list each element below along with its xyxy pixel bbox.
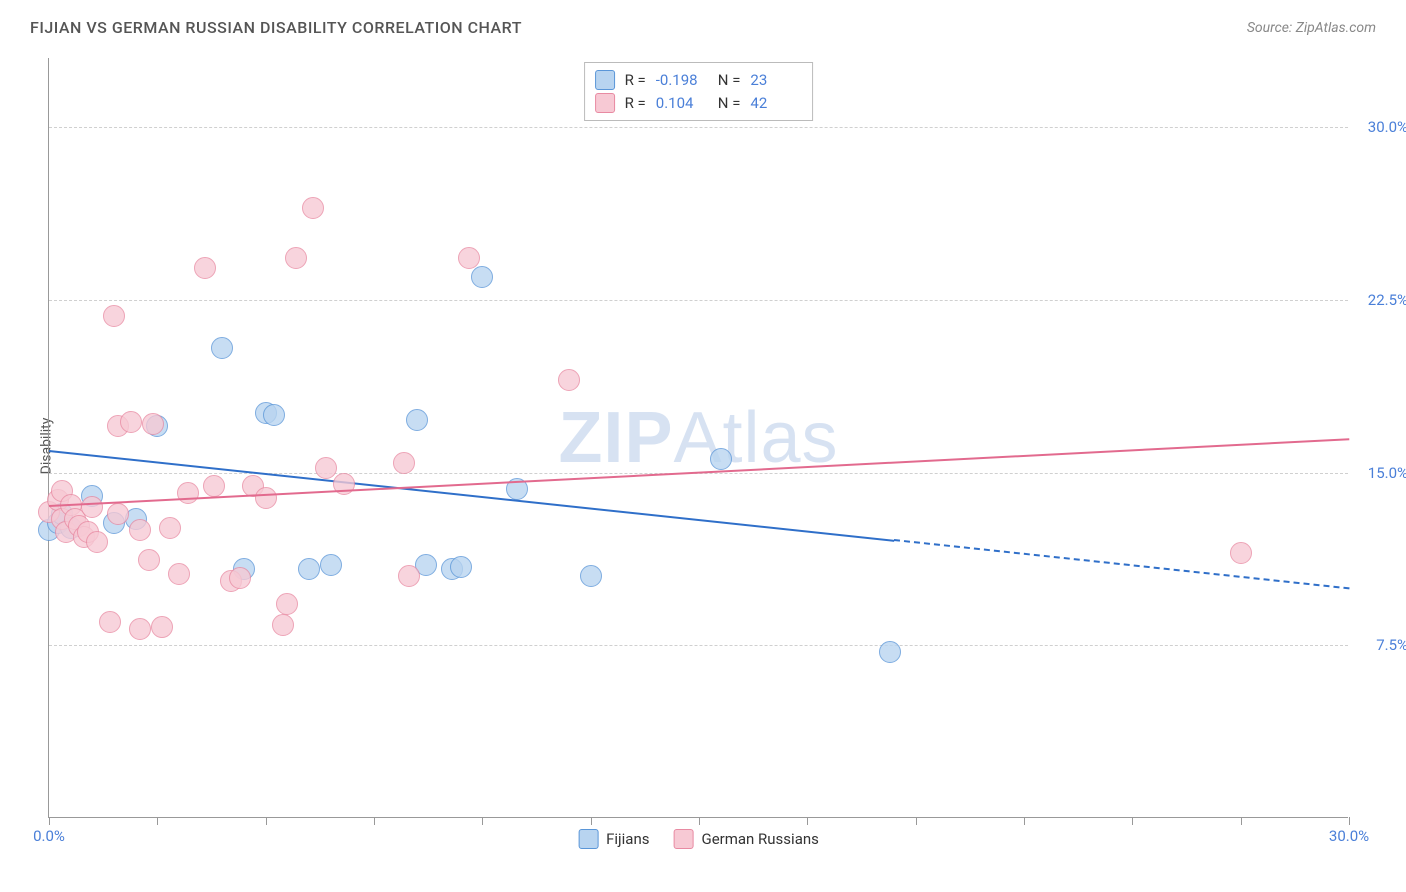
data-point bbox=[393, 452, 415, 474]
legend-label: Fijians bbox=[606, 830, 649, 848]
data-point bbox=[168, 563, 190, 585]
data-point bbox=[285, 247, 307, 269]
data-point bbox=[129, 519, 151, 541]
data-point bbox=[177, 482, 199, 504]
xtick bbox=[591, 817, 592, 825]
data-point bbox=[211, 337, 233, 359]
data-point bbox=[107, 503, 129, 525]
data-point bbox=[272, 614, 294, 636]
stat-r-label: R = bbox=[625, 92, 646, 115]
legend-swatch bbox=[673, 829, 693, 849]
ytick-label: 22.5% bbox=[1368, 291, 1406, 309]
legend-swatch bbox=[578, 829, 598, 849]
legend-label: German Russians bbox=[701, 830, 818, 848]
data-point bbox=[450, 556, 472, 578]
data-point bbox=[879, 641, 901, 663]
bottom-legend: Fijians German Russians bbox=[578, 829, 819, 849]
stat-n-value: 23 bbox=[750, 69, 802, 92]
trend-line-extrapolated bbox=[894, 539, 1349, 589]
ytick-label: 15.0% bbox=[1368, 464, 1406, 482]
xtick bbox=[266, 817, 267, 825]
data-point bbox=[203, 475, 225, 497]
xtick bbox=[374, 817, 375, 825]
data-point bbox=[558, 369, 580, 391]
stat-r-value: 0.104 bbox=[656, 92, 708, 115]
gridline bbox=[49, 645, 1348, 646]
data-point bbox=[710, 448, 732, 470]
ytick-label: 30.0% bbox=[1368, 118, 1406, 136]
data-point bbox=[159, 517, 181, 539]
legend-stats-box: R = -0.198 N = 23 R = 0.104 N = 42 bbox=[584, 62, 814, 121]
data-point bbox=[302, 197, 324, 219]
data-point bbox=[458, 247, 480, 269]
stat-n-value: 42 bbox=[750, 92, 802, 115]
data-point bbox=[320, 554, 342, 576]
xtick bbox=[482, 817, 483, 825]
xtick bbox=[1349, 817, 1350, 825]
data-point bbox=[142, 413, 164, 435]
legend-swatch bbox=[595, 70, 615, 90]
data-point bbox=[229, 567, 251, 589]
legend-item: Fijians bbox=[578, 829, 649, 849]
stat-n-label: N = bbox=[718, 69, 741, 92]
chart-title: FIJIAN VS GERMAN RUSSIAN DISABILITY CORR… bbox=[30, 18, 522, 37]
data-point bbox=[103, 305, 125, 327]
source-credit: Source: ZipAtlas.com bbox=[1247, 20, 1376, 36]
data-point bbox=[298, 558, 320, 580]
stat-r-value: -0.198 bbox=[656, 69, 708, 92]
data-point bbox=[471, 266, 493, 288]
legend-stats-row: R = -0.198 N = 23 bbox=[595, 69, 803, 92]
data-point bbox=[194, 257, 216, 279]
gridline bbox=[49, 127, 1348, 128]
data-point bbox=[276, 593, 298, 615]
xtick-label: 30.0% bbox=[1329, 827, 1369, 845]
stat-r-label: R = bbox=[625, 69, 646, 92]
data-point bbox=[81, 496, 103, 518]
data-point bbox=[99, 611, 121, 633]
data-point bbox=[255, 487, 277, 509]
gridline bbox=[49, 300, 1348, 301]
data-point bbox=[315, 457, 337, 479]
data-point bbox=[263, 404, 285, 426]
legend-swatch bbox=[595, 93, 615, 113]
data-point bbox=[129, 618, 151, 640]
data-point bbox=[406, 409, 428, 431]
stat-n-label: N = bbox=[718, 92, 741, 115]
xtick-label: 0.0% bbox=[33, 827, 65, 845]
xtick bbox=[1132, 817, 1133, 825]
data-point bbox=[1230, 542, 1252, 564]
legend-item: German Russians bbox=[673, 829, 818, 849]
data-point bbox=[580, 565, 602, 587]
data-point bbox=[151, 616, 173, 638]
plot-area: ZIPAtlas R = -0.198N = 23R = 0.104N = 42… bbox=[48, 58, 1348, 818]
data-point bbox=[398, 565, 420, 587]
ytick-label: 7.5% bbox=[1376, 636, 1406, 654]
xtick bbox=[1024, 817, 1025, 825]
data-point bbox=[138, 549, 160, 571]
xtick bbox=[49, 817, 50, 825]
watermark-bold: ZIP bbox=[558, 398, 673, 478]
legend-stats-row: R = 0.104 N = 42 bbox=[595, 92, 803, 115]
chart-container: FIJIAN VS GERMAN RUSSIAN DISABILITY CORR… bbox=[0, 0, 1406, 892]
xtick bbox=[916, 817, 917, 825]
xtick bbox=[1241, 817, 1242, 825]
data-point bbox=[120, 411, 142, 433]
xtick bbox=[699, 817, 700, 825]
xtick bbox=[807, 817, 808, 825]
xtick bbox=[157, 817, 158, 825]
title-row: FIJIAN VS GERMAN RUSSIAN DISABILITY CORR… bbox=[0, 0, 1406, 45]
data-point bbox=[86, 531, 108, 553]
